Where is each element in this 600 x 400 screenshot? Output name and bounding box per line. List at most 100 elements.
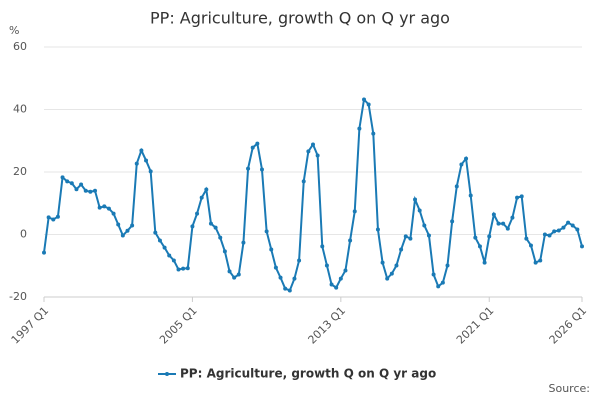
chart-title: PP: Agriculture, growth Q on Q yr ago bbox=[150, 9, 450, 28]
point bbox=[125, 228, 130, 233]
point bbox=[482, 260, 487, 265]
point bbox=[292, 276, 297, 281]
point bbox=[454, 184, 459, 189]
point bbox=[102, 204, 107, 209]
legend-label: PP: Agriculture, growth Q on Q yr ago bbox=[180, 367, 436, 381]
point bbox=[580, 244, 584, 249]
point bbox=[185, 266, 190, 271]
point bbox=[561, 225, 566, 230]
point bbox=[459, 162, 464, 167]
point bbox=[487, 234, 492, 239]
point bbox=[436, 284, 441, 289]
point bbox=[357, 126, 362, 131]
point bbox=[199, 195, 204, 200]
y-tick-label: 0 bbox=[20, 228, 27, 241]
point bbox=[227, 269, 232, 274]
legend-swatch-marker bbox=[165, 372, 169, 376]
point bbox=[570, 223, 575, 228]
point bbox=[556, 228, 561, 233]
point bbox=[417, 208, 422, 213]
point bbox=[148, 169, 153, 174]
point bbox=[134, 161, 139, 166]
point bbox=[343, 268, 348, 273]
x-tick-label: 2026 Q1 bbox=[547, 304, 590, 347]
point bbox=[111, 211, 116, 216]
point bbox=[181, 266, 186, 271]
point bbox=[329, 282, 334, 287]
point bbox=[213, 225, 218, 230]
point bbox=[241, 240, 246, 245]
point bbox=[283, 286, 288, 291]
point bbox=[116, 222, 121, 227]
point bbox=[408, 236, 413, 241]
point bbox=[255, 141, 260, 146]
point bbox=[324, 263, 329, 268]
point bbox=[501, 221, 506, 226]
point bbox=[371, 131, 376, 136]
point bbox=[204, 187, 209, 192]
point bbox=[394, 263, 399, 268]
point bbox=[348, 238, 353, 243]
point bbox=[42, 250, 46, 255]
point bbox=[69, 181, 74, 186]
point bbox=[88, 189, 93, 194]
point bbox=[55, 214, 60, 219]
point bbox=[445, 263, 450, 268]
point bbox=[468, 193, 473, 198]
point bbox=[171, 258, 176, 263]
point bbox=[366, 102, 371, 107]
point bbox=[259, 167, 264, 172]
x-tick-label: 2005 Q1 bbox=[157, 304, 200, 347]
y-tick-label: 20 bbox=[13, 165, 27, 178]
point bbox=[385, 276, 390, 281]
point bbox=[338, 276, 343, 281]
point bbox=[413, 197, 418, 202]
point bbox=[575, 227, 580, 232]
point bbox=[176, 267, 181, 272]
point bbox=[533, 260, 538, 265]
point bbox=[301, 179, 306, 184]
y-tick-label: -20 bbox=[9, 290, 27, 303]
point bbox=[232, 275, 237, 280]
point bbox=[552, 229, 557, 234]
point bbox=[422, 223, 427, 228]
point bbox=[566, 220, 571, 225]
y-axis-label: % bbox=[9, 24, 19, 37]
point bbox=[269, 247, 274, 252]
point bbox=[250, 145, 255, 150]
point bbox=[477, 244, 482, 249]
point bbox=[218, 235, 223, 240]
point bbox=[287, 288, 292, 293]
x-tick-label: 2021 Q1 bbox=[454, 304, 497, 347]
point bbox=[222, 249, 227, 254]
point bbox=[106, 206, 111, 211]
point bbox=[120, 233, 125, 238]
point bbox=[315, 153, 320, 158]
point bbox=[306, 149, 311, 154]
point bbox=[190, 224, 195, 229]
x-tick-label: 2013 Q1 bbox=[306, 304, 349, 347]
point bbox=[157, 238, 162, 243]
point bbox=[389, 271, 394, 276]
point bbox=[162, 245, 167, 250]
point bbox=[491, 212, 496, 217]
point bbox=[464, 156, 469, 161]
point bbox=[431, 272, 436, 277]
x-tick-label: 1997 Q1 bbox=[9, 304, 52, 347]
point bbox=[51, 217, 56, 222]
y-tick-label: 40 bbox=[13, 103, 27, 116]
point bbox=[273, 265, 278, 270]
point bbox=[362, 97, 367, 102]
point bbox=[139, 148, 144, 153]
point bbox=[74, 187, 79, 192]
point bbox=[144, 158, 149, 163]
point bbox=[510, 215, 515, 220]
point bbox=[399, 247, 404, 252]
point bbox=[130, 223, 135, 228]
point bbox=[538, 258, 543, 263]
point bbox=[505, 226, 510, 231]
point bbox=[334, 285, 339, 290]
point bbox=[167, 253, 172, 258]
point bbox=[403, 234, 408, 239]
